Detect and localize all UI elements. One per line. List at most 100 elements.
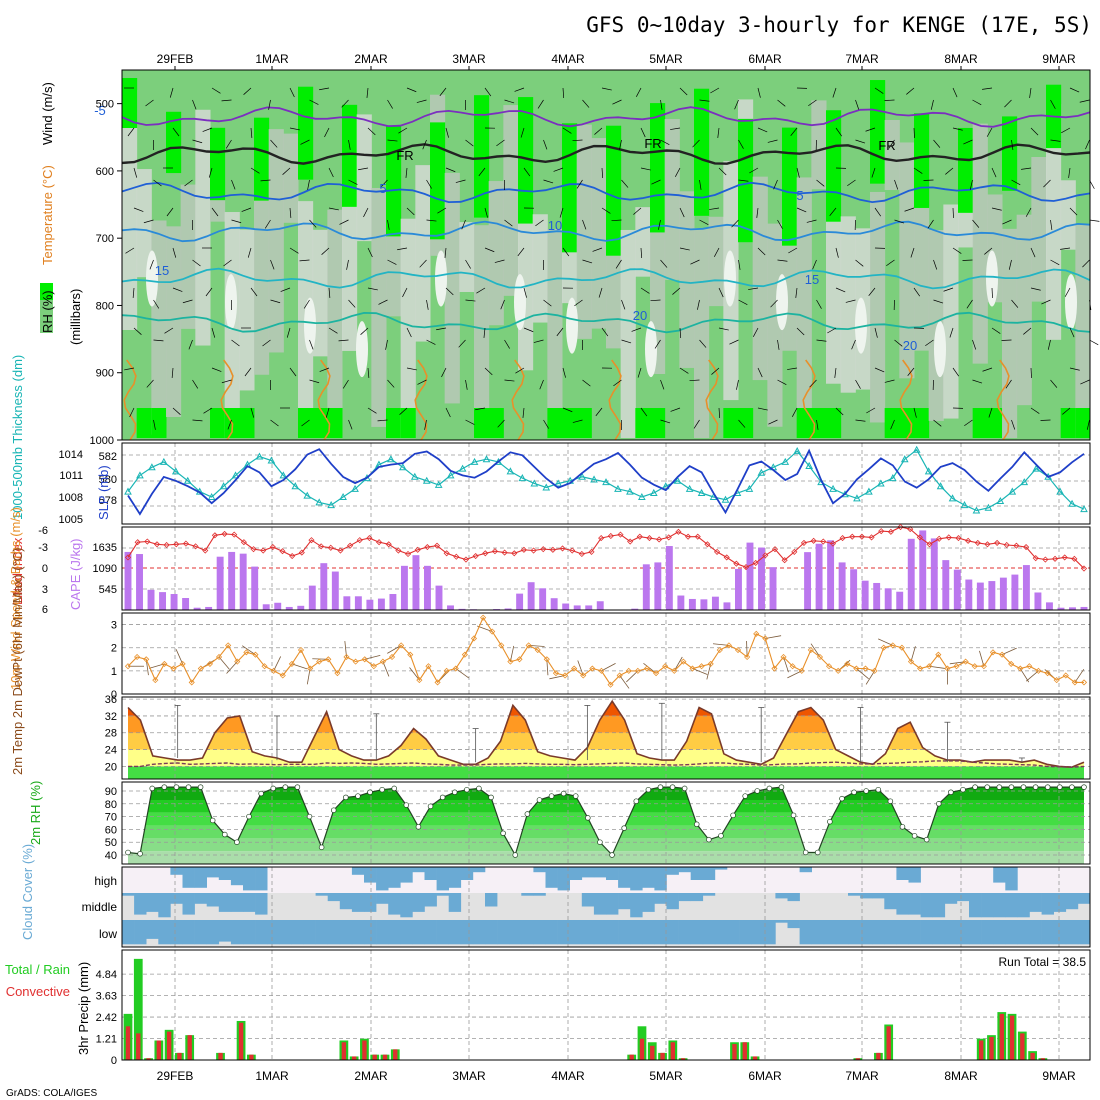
rh-lowlevel-column-54 <box>914 408 930 438</box>
wind-barb-180 <box>514 87 525 92</box>
wind-barb-37 <box>202 127 213 132</box>
wind10-barb-54 <box>619 675 630 689</box>
cloud-middle-bar-78 <box>1065 893 1079 910</box>
rh-moist-column-24 <box>474 95 490 218</box>
cape-bar-75 <box>988 581 996 610</box>
thickness-marker-7 <box>207 492 216 500</box>
wind-barb-389 <box>969 179 973 190</box>
cape-bar-74 <box>976 582 984 610</box>
wind-barb-72 <box>289 87 295 98</box>
cloud-middle-bar-79 <box>1077 893 1091 904</box>
wind10-barb-72 <box>783 656 789 673</box>
cloud-high-bar-24 <box>412 867 425 873</box>
cloud-middle-bar-17 <box>327 893 341 902</box>
rh-dry-column-20 <box>415 165 431 342</box>
cloud-low-bar-42 <box>630 920 643 945</box>
thickness-marker-2 <box>148 463 156 471</box>
li-marker-7 <box>192 543 199 550</box>
li-marker-52 <box>627 538 634 545</box>
li-marker-68 <box>781 557 788 564</box>
rh-dry-pocket-8 <box>724 250 736 307</box>
ylabel-temp: Temperature (°C) <box>40 165 55 265</box>
cloud-middle-bar-24 <box>412 893 425 912</box>
cloud-low-bar-61 <box>860 920 873 945</box>
cloud-middle-bar-73 <box>1005 893 1018 918</box>
precip-conv-bar-26 <box>393 1049 398 1060</box>
wind-barb-407 <box>1011 179 1021 186</box>
li-marker-45 <box>559 545 566 552</box>
wind-barb-230 <box>621 299 626 310</box>
rh2m-marker-23 <box>403 802 410 808</box>
wind10-marker-66 <box>725 642 732 649</box>
wind-barb-296 <box>757 407 768 411</box>
rh2m-marker-6 <box>197 784 204 790</box>
wind10-barb-96 <box>1001 647 1017 656</box>
wind-barb-325 <box>835 127 843 137</box>
cloud-low-bar-58 <box>823 920 837 945</box>
rh2m-frame <box>121 781 1091 865</box>
wind-barb-324 <box>832 87 837 98</box>
thickness-marker-14 <box>291 482 300 490</box>
rh-dry-pocket-7 <box>645 321 657 378</box>
cloud-low-bar-78 <box>1065 920 1079 945</box>
wind-barb-372 <box>927 219 934 229</box>
wind-barb-7 <box>124 367 135 371</box>
precip-panel: 0 1.21 2.42 3.63 4.84 Run Total = 38.5 Total /… <box>5 949 1091 1083</box>
wind-barb-100 <box>348 139 351 150</box>
li-marker-22 <box>337 547 344 554</box>
wind10m-panel: 0 1 2 3 10m Wind Speed & Barbs (m/s) <box>8 507 1091 701</box>
wind-barb-8 <box>129 407 135 418</box>
li-marker-85 <box>945 534 952 541</box>
cloud-low-bar-63 <box>884 920 897 945</box>
rh-lowlevel-column-25 <box>488 408 504 438</box>
wind-barb-184 <box>517 247 525 257</box>
wind-barb-348 <box>874 327 878 338</box>
cape-bar-47 <box>665 546 673 610</box>
rh-lowlevel-column-31 <box>576 408 592 438</box>
footer-credit: GrADS: COLA/IGES <box>6 1088 97 1099</box>
wind10-marker-70 <box>762 635 769 642</box>
cloud-middle-bar-39 <box>593 893 607 915</box>
rh2m-tick-2: 70 <box>105 812 117 824</box>
rh-dry-column-43 <box>752 176 768 381</box>
wind-barb-226 <box>619 139 622 150</box>
cape-bar-33 <box>504 608 512 610</box>
wind-barb-290 <box>749 167 759 174</box>
wind-barb-444 <box>1089 219 1100 222</box>
wind-barb-51 <box>231 339 240 347</box>
li-marker-23 <box>347 542 354 549</box>
wind-barb-280 <box>738 139 744 149</box>
thickness-marker-52 <box>745 484 754 492</box>
wind-barb-420 <box>1023 327 1032 335</box>
li-label: Lifted Index <box>10 537 25 605</box>
wind-barb-338 <box>845 299 856 303</box>
thickness-marker-79 <box>1068 499 1076 507</box>
precip-conv-bar-83 <box>979 1040 984 1060</box>
li-marker-42 <box>530 547 537 554</box>
wind-barb-219 <box>601 207 611 214</box>
wind10-barb-84 <box>878 638 893 646</box>
wind-barb-318 <box>806 219 817 223</box>
cloud-high-bar-9 <box>230 867 244 886</box>
rh-dry-pocket-3 <box>356 321 368 378</box>
li-marker-13 <box>250 546 257 553</box>
cloud-low-bar-29 <box>472 920 486 945</box>
li-marker-76 <box>858 533 865 540</box>
cape-bar-22 <box>377 598 385 610</box>
wind-barb-267 <box>699 339 707 348</box>
wind10-marker-93 <box>971 663 978 670</box>
precip-conv-bar-61 <box>752 1056 758 1060</box>
wind10-marker-63 <box>698 663 705 670</box>
cloud-low-bar-15 <box>303 920 316 945</box>
wind10-marker-46 <box>543 656 550 663</box>
precip-conv-bar-11 <box>238 1022 244 1060</box>
wind-barb-231 <box>621 339 632 344</box>
wind10-marker-89 <box>935 651 942 658</box>
cloud-high-bar-5 <box>182 867 195 888</box>
cloud-low-bar-55 <box>787 920 800 929</box>
rh2m-marker-73 <box>1008 784 1015 790</box>
wind-barb-390 <box>972 219 980 228</box>
wind-tick-0: 0 <box>111 689 117 701</box>
wind10-marker-67 <box>734 646 742 654</box>
rh2m-marker-52 <box>754 788 761 794</box>
